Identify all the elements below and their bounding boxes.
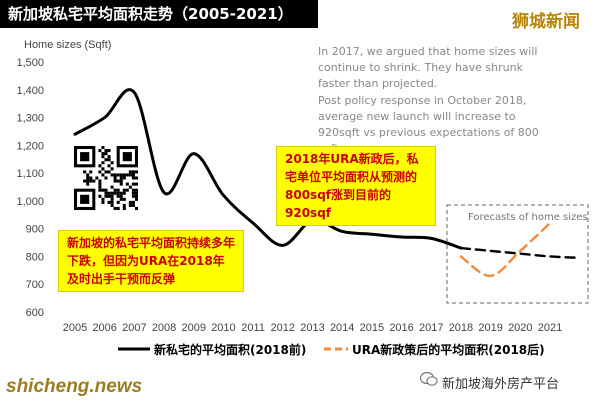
legend-label-before: 新私宅的平均面积(2018前) xyxy=(154,343,307,357)
y-tick-label: 1,400 xyxy=(16,85,44,97)
series-line-0 xyxy=(73,88,463,250)
x-tick-label: 2013 xyxy=(300,322,324,334)
x-tick-label: 2006 xyxy=(92,322,116,334)
callout-left: 新加坡的私宅平均面积持续多年下跌，但因为URA在2018年及时出手干预而反弹 xyxy=(58,230,244,292)
y-tick-label: 900 xyxy=(26,224,44,236)
footer-site: shicheng.news xyxy=(6,376,143,397)
note-policy: Post policy response in October 2018, av… xyxy=(318,94,539,155)
brand-logo: 狮城新闻 xyxy=(512,12,580,32)
wechat-icon xyxy=(420,371,438,386)
y-tick-label: 600 xyxy=(26,307,44,319)
x-tick-label: 2015 xyxy=(360,322,384,334)
page-title: 新加坡私宅平均面积走势（2005-2021） xyxy=(0,0,318,28)
y-tick-label: 700 xyxy=(26,279,44,291)
callout-right: 2018年URA新政后，私宅单位平均面积从预测的800sqf涨到目前的920sq… xyxy=(276,146,436,226)
y-tick-label: 1,100 xyxy=(16,168,44,180)
series-line-2 xyxy=(459,221,552,278)
x-tick-label: 2019 xyxy=(478,322,502,334)
y-tick-label: 1,000 xyxy=(16,196,44,208)
series-line-1 xyxy=(459,246,581,260)
x-tick-label: 2014 xyxy=(330,322,354,334)
x-tick-label: 2008 xyxy=(152,322,176,334)
y-tick-label: 1,300 xyxy=(16,113,44,125)
x-tick-label: 2007 xyxy=(122,322,146,334)
x-tick-label: 2010 xyxy=(211,322,235,334)
x-tick-label: 2012 xyxy=(271,322,295,334)
y-tick-label: 1,200 xyxy=(16,140,44,152)
qr-code xyxy=(74,146,138,210)
y-axis-label: Home sizes (Sqft) xyxy=(24,39,111,51)
x-tick-label: 2009 xyxy=(182,322,206,334)
legend-label-after: URA新政策后的平均面积(2018后) xyxy=(352,343,545,357)
y-tick-label: 800 xyxy=(26,251,44,263)
x-tick-label: 2016 xyxy=(389,322,413,334)
forecast-box-label: Forecasts of home sizes xyxy=(468,212,588,223)
x-tick-label: 2021 xyxy=(538,322,562,334)
note-2017: In 2017, we argued that home sizes will … xyxy=(318,45,538,90)
x-tick-label: 2018 xyxy=(449,322,473,334)
x-tick-label: 2017 xyxy=(419,322,443,334)
footer-platform: 新加坡海外房产平台 xyxy=(442,377,560,392)
x-tick-label: 2020 xyxy=(508,322,532,334)
forecast-box xyxy=(446,204,589,304)
x-tick-label: 2005 xyxy=(63,322,87,334)
y-tick-label: 1,500 xyxy=(16,57,44,69)
x-tick-label: 2011 xyxy=(241,322,265,334)
